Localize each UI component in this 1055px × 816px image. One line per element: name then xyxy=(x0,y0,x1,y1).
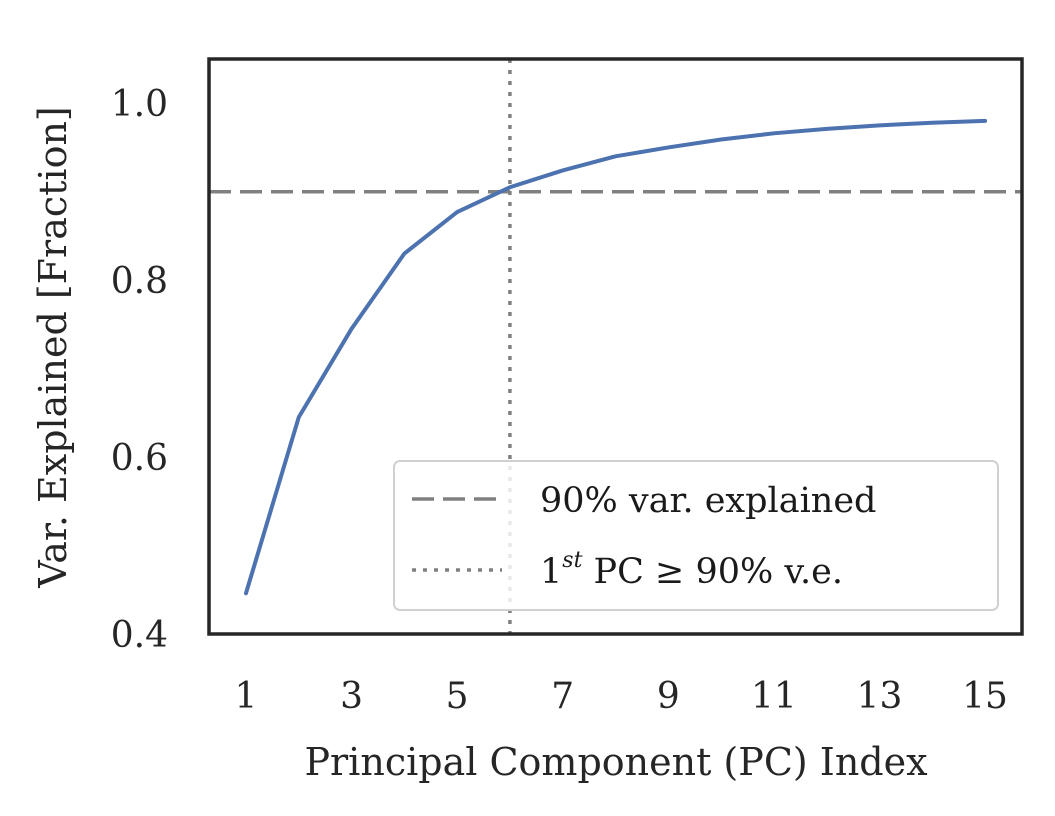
x-tick-label: 5 xyxy=(446,676,469,717)
y-tick-label: 0.8 xyxy=(111,261,168,302)
x-tick-label: 9 xyxy=(657,676,680,717)
x-tick-label: 11 xyxy=(751,676,797,717)
x-tick-label: 3 xyxy=(340,676,363,717)
x-tick-label: 15 xyxy=(962,676,1008,717)
y-axis-ticks: 0.4 0.6 0.8 1.0 xyxy=(111,84,168,656)
x-axis-label: Principal Component (PC) Index xyxy=(304,740,927,784)
plot-area xyxy=(209,59,1022,634)
y-tick-label: 0.4 xyxy=(111,615,168,656)
legend-label-first-pc: 1st PC ≥ 90% v.e. xyxy=(540,548,843,592)
x-tick-label: 1 xyxy=(235,676,258,717)
y-axis-label: Var. Explained [Fraction] xyxy=(31,106,75,588)
plot-frame xyxy=(207,57,1024,636)
series-line xyxy=(243,118,988,596)
legend-frame xyxy=(393,460,999,611)
x-tick-label: 7 xyxy=(551,676,574,717)
y-tick-label: 1.0 xyxy=(111,84,168,125)
x-tick-label: 13 xyxy=(857,676,903,717)
x-axis-ticks: 1 3 5 7 9 11 13 15 xyxy=(235,676,1008,717)
legend: 90% var. explained 1st PC ≥ 90% v.e. xyxy=(393,460,999,611)
y-tick-label: 0.6 xyxy=(111,438,168,479)
legend-label-first-pc-suffix: PC ≥ 90% v.e. xyxy=(582,552,843,592)
legend-label-first-pc-sup: st xyxy=(562,548,582,573)
legend-label-first-pc-prefix: 1 xyxy=(540,552,562,592)
legend-label-90-percent: 90% var. explained xyxy=(540,481,876,521)
